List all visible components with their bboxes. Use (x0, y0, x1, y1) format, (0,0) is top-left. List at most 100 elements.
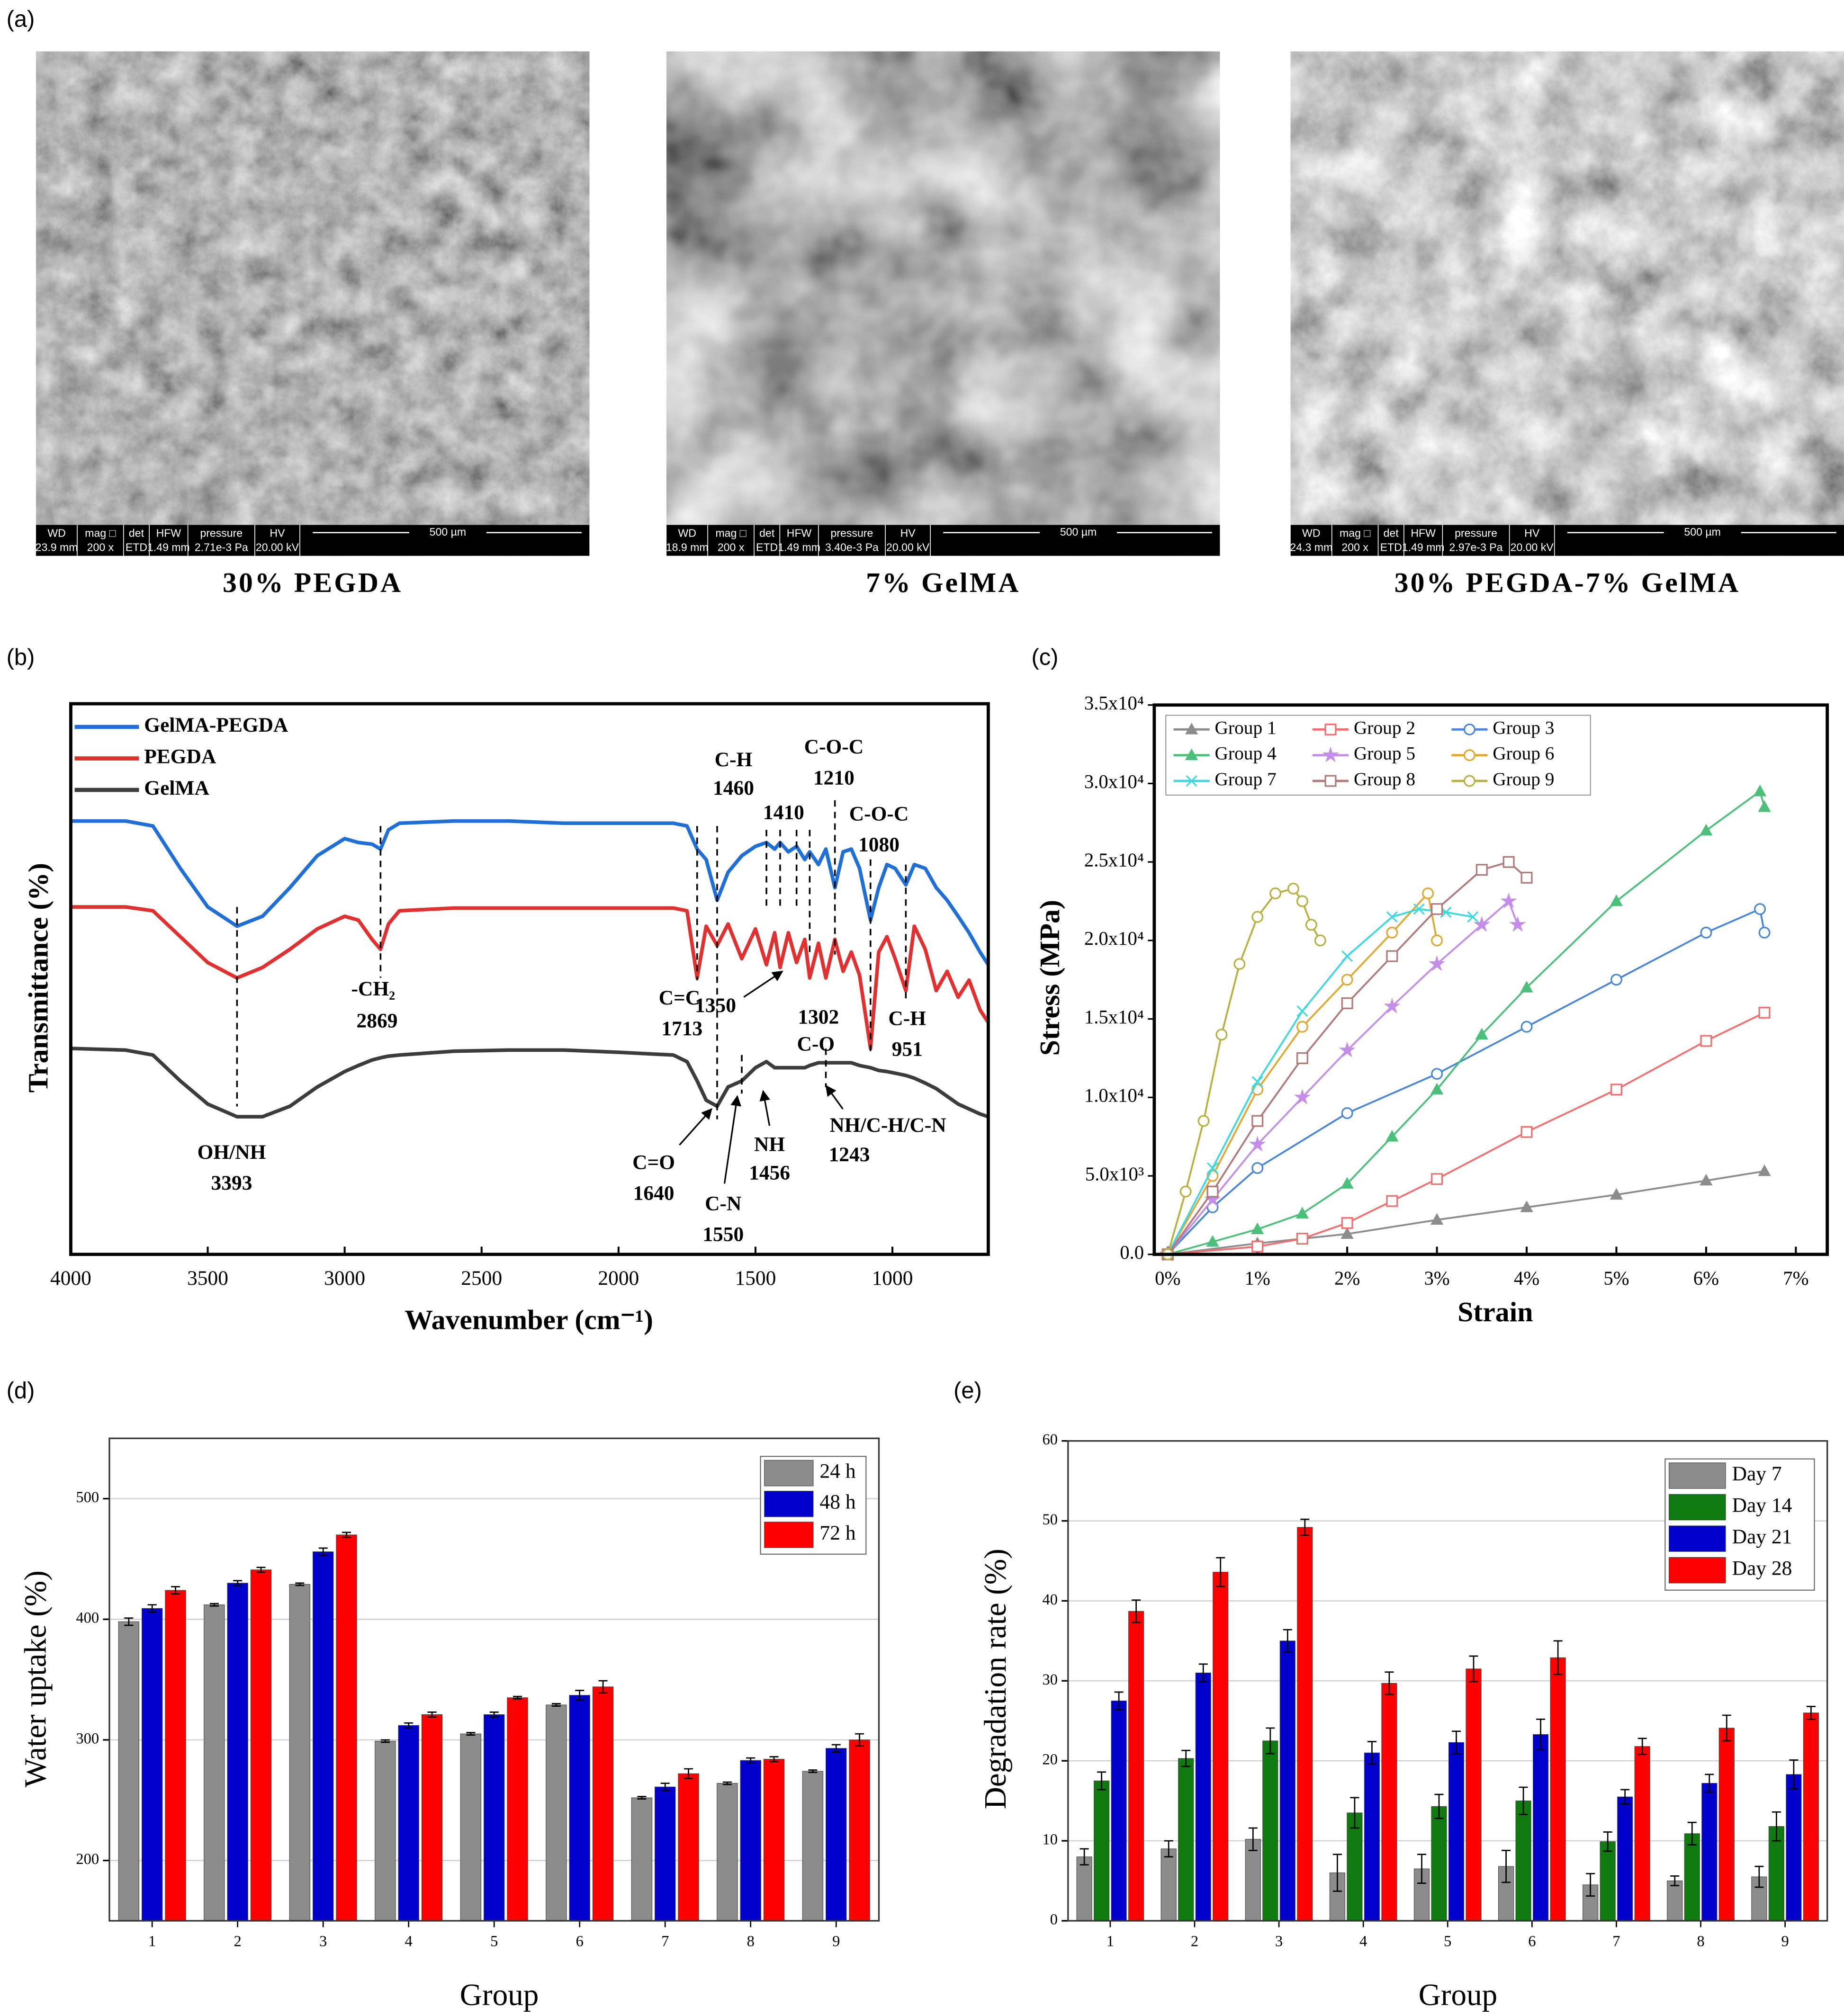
annotation-value: 1460 (713, 777, 754, 799)
bar (118, 1621, 140, 1921)
bar (740, 1760, 761, 1921)
x-tick-label: 1500 (735, 1267, 776, 1290)
data-marker (1233, 958, 1246, 970)
error-bar (1332, 1854, 1342, 1892)
bar (1768, 1826, 1784, 1921)
legend-label: Day 28 (1732, 1557, 1792, 1580)
error-bar (722, 1781, 732, 1785)
error-bar (637, 1796, 647, 1800)
error-bar (575, 1690, 585, 1701)
data-marker (1215, 1029, 1228, 1041)
x-tick-label: 3% (1424, 1267, 1449, 1289)
error-bar (256, 1567, 266, 1573)
info-header: mag □ (85, 527, 116, 539)
y-tick-label: 1.0x10⁴ (1084, 1085, 1144, 1106)
bar (460, 1733, 482, 1921)
data-marker (1206, 1235, 1219, 1247)
data-marker (1429, 955, 1446, 971)
data-marker (1610, 1188, 1623, 1200)
data-marker (1249, 1136, 1266, 1152)
bar (312, 1551, 334, 1921)
series-line (1167, 908, 1765, 1255)
annotation-arrow (825, 1085, 844, 1110)
scale-bg (1040, 526, 1117, 539)
legend-label: PEGDA (144, 745, 216, 768)
annotation-value: 1410 (763, 801, 804, 824)
legend-label: 48 h (820, 1491, 856, 1514)
data-marker (1431, 1068, 1443, 1080)
x-axis-title: Strain (1457, 1296, 1533, 1327)
series-line (1168, 1170, 1765, 1255)
error-bar (1350, 1797, 1359, 1829)
legend-swatch (1668, 1557, 1726, 1584)
error-bar (1164, 1840, 1173, 1858)
info-header: WD (1302, 527, 1320, 539)
annotation-value: 951 (892, 1038, 923, 1060)
bar (250, 1569, 272, 1921)
data-marker (1520, 1021, 1533, 1033)
data-marker (1296, 1052, 1308, 1064)
data-marker (1431, 1173, 1443, 1185)
x-tick-label: 6 (576, 1933, 584, 1950)
data-marker (1500, 892, 1517, 908)
info-header: HV (1524, 527, 1540, 539)
error-bar (1620, 1789, 1630, 1805)
error-bar (1079, 1848, 1089, 1866)
info-header: HFW (156, 527, 181, 539)
legend-box (1165, 715, 1591, 796)
info-header: WD (678, 527, 696, 539)
legend-label: 24 h (820, 1460, 856, 1483)
data-marker (1251, 1240, 1264, 1253)
data-marker (1610, 974, 1622, 986)
info-header: WD (47, 527, 65, 539)
y-axis-title: Water uptake (%) (18, 1570, 53, 1787)
data-marker (1475, 864, 1488, 876)
bar (1617, 1796, 1633, 1921)
info-value: 23.9 mm (36, 541, 78, 553)
bar (336, 1534, 357, 1921)
bar (1076, 1856, 1092, 1921)
plot-frame (108, 1437, 880, 1922)
error-bar (1181, 1749, 1191, 1767)
error-bar (318, 1547, 328, 1556)
bar (1094, 1780, 1110, 1921)
y-tick-label: 10 (1043, 1831, 1058, 1848)
error-bar (1687, 1821, 1697, 1846)
error-bar (769, 1756, 779, 1763)
error-bar (1300, 1518, 1310, 1536)
annotation-label: C-H (715, 748, 753, 771)
error-bar (1367, 1741, 1376, 1765)
error-bar (831, 1744, 841, 1753)
data-marker (1385, 1129, 1399, 1142)
y-tick-label: 0.0 (1120, 1242, 1144, 1263)
bar (1279, 1640, 1295, 1921)
info-header: det (1384, 527, 1399, 539)
error-bar (1670, 1875, 1680, 1887)
error-bar (684, 1768, 693, 1779)
legend-label: 72 h (820, 1522, 856, 1544)
error-bar (1216, 1557, 1225, 1587)
legend-swatch (1668, 1462, 1726, 1489)
data-marker (1305, 919, 1317, 931)
info-header: det (129, 527, 144, 539)
data-marker (1463, 723, 1475, 735)
info-value: 2.71e-3 Pa (195, 541, 248, 553)
x-tick-label: 3500 (187, 1267, 228, 1290)
error-bar (1114, 1691, 1124, 1711)
data-marker (1296, 895, 1308, 907)
legend-swatch (764, 1522, 814, 1548)
legend-label: Group 7 (1215, 769, 1277, 789)
legend-label: Day 7 (1732, 1462, 1782, 1485)
y-tick-label: 1.5x10⁴ (1084, 1006, 1144, 1028)
scale-label: 500 µm (430, 526, 466, 538)
data-marker (1700, 1174, 1713, 1186)
x-tick-label: 7 (661, 1933, 669, 1950)
sem-caption: 7% GelMA (866, 567, 1020, 598)
data-marker (1473, 916, 1490, 932)
x-tick-label: 0% (1155, 1267, 1180, 1289)
error-bar (295, 1582, 305, 1586)
sem-caption: 30% PEGDA-7% GelMA (1394, 567, 1741, 598)
info-value: 200 x (87, 541, 114, 553)
x-tick-label: 3000 (324, 1267, 365, 1290)
